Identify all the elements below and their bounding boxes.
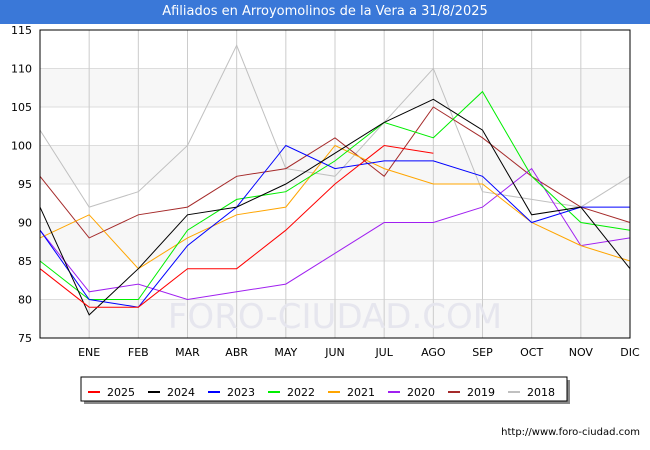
- legend-label-2025: 2025: [107, 386, 135, 399]
- y-tick-label: 110: [11, 63, 32, 76]
- x-tick-label: MAY: [274, 346, 297, 359]
- series-line-2024: [39, 98, 631, 316]
- y-tick-label: 85: [18, 255, 32, 268]
- x-tick-label: SEP: [472, 346, 493, 359]
- series-line-2018: [39, 44, 631, 208]
- x-tick-label: JUL: [374, 346, 393, 359]
- legend-label-2023: 2023: [227, 386, 255, 399]
- y-tick-label: 115: [11, 24, 32, 37]
- y-tick-label: 100: [11, 140, 32, 153]
- y-tick-label: 90: [18, 217, 32, 230]
- legend-box: [80, 376, 568, 402]
- legend-label-2018: 2018: [527, 386, 555, 399]
- legend-label-2021: 2021: [347, 386, 375, 399]
- series-line-2022: [39, 90, 631, 300]
- x-tick-label: JUN: [324, 346, 345, 359]
- x-tick-label: NOV: [569, 346, 594, 359]
- x-tick-label: ENE: [78, 346, 100, 359]
- x-tick-label: ABR: [225, 346, 248, 359]
- watermark: FORO-CIUDAD.COM: [168, 297, 502, 337]
- legend-label-2019: 2019: [467, 386, 495, 399]
- y-tick-label: 75: [18, 332, 32, 345]
- x-tick-label: AGO: [421, 346, 446, 359]
- series-line-2020: [39, 167, 631, 301]
- x-tick-label: DIC: [620, 346, 640, 359]
- series-line-2025: [39, 144, 434, 308]
- y-tick-label: 105: [11, 101, 32, 114]
- y-tick-label: 95: [18, 178, 32, 191]
- x-tick-label: FEB: [128, 346, 149, 359]
- x-tick-label: OCT: [520, 346, 543, 359]
- legend-label-2020: 2020: [407, 386, 435, 399]
- chart-title: Afiliados en Arroyomolinos de la Vera a …: [0, 0, 650, 24]
- legend-label-2024: 2024: [167, 386, 195, 399]
- source-url[interactable]: http://www.foro-ciudad.com: [501, 427, 640, 438]
- plot-border: [39, 29, 631, 339]
- y-tick-label: 80: [18, 294, 32, 307]
- legend-label-2022: 2022: [287, 386, 315, 399]
- x-tick-label: MAR: [175, 346, 200, 359]
